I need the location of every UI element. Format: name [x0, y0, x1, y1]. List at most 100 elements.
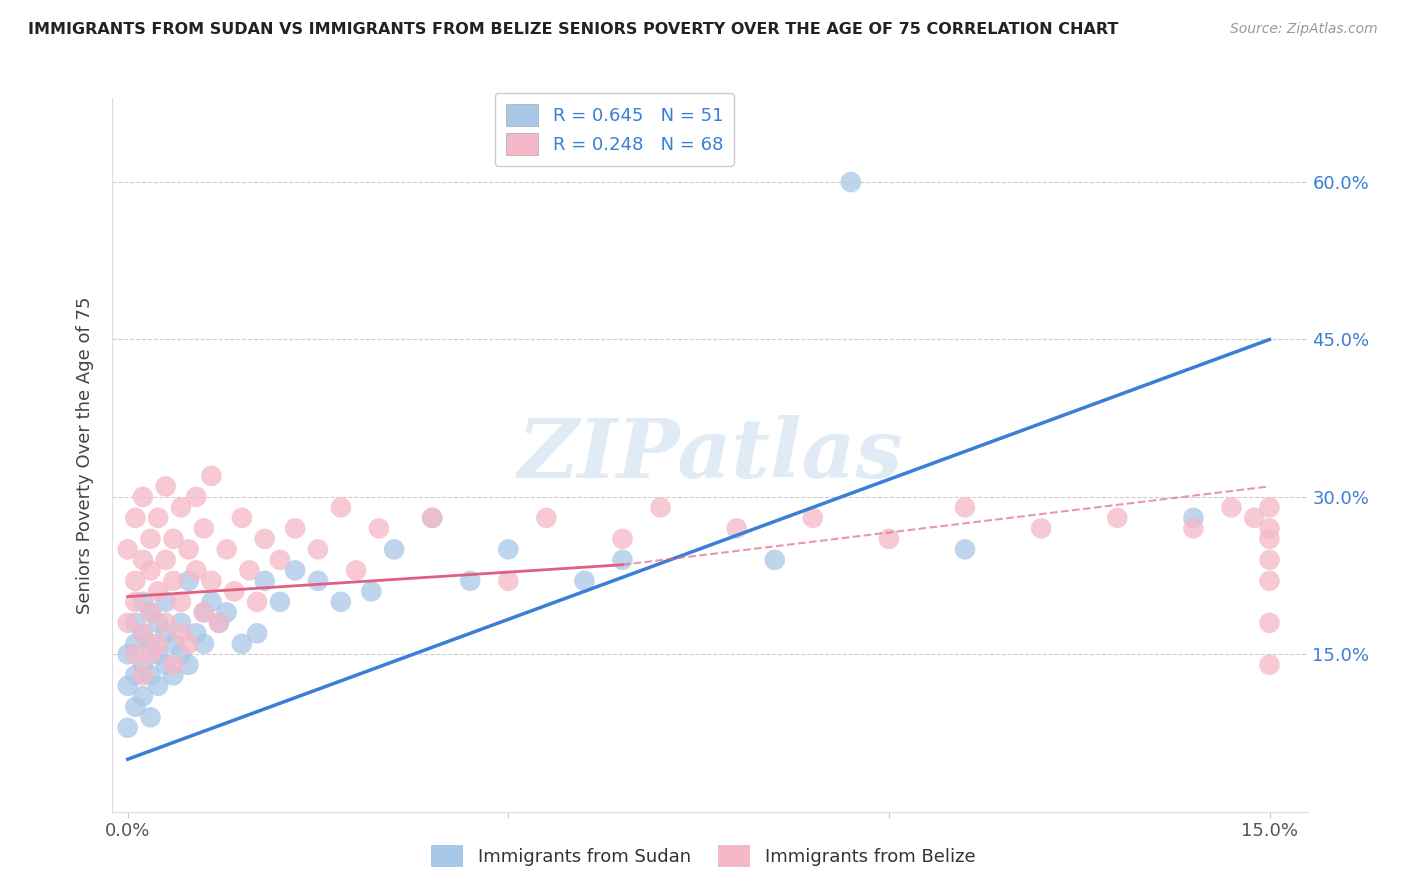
Point — [124, 699, 146, 714]
Point — [1258, 553, 1281, 567]
Point — [193, 605, 215, 619]
Point — [146, 615, 169, 630]
Point — [124, 648, 146, 662]
Point — [650, 500, 672, 515]
Point — [155, 479, 177, 493]
Point — [801, 511, 824, 525]
Point — [1258, 521, 1281, 535]
Point — [1182, 511, 1205, 525]
Point — [139, 605, 162, 619]
Point — [1258, 532, 1281, 546]
Point — [155, 553, 177, 567]
Point — [284, 563, 307, 577]
Point — [208, 615, 231, 630]
Point — [458, 574, 481, 588]
Point — [725, 521, 748, 535]
Y-axis label: Seniors Poverty Over the Age of 75: Seniors Poverty Over the Age of 75 — [76, 296, 94, 614]
Point — [329, 595, 352, 609]
Point — [139, 563, 162, 577]
Point — [238, 563, 260, 577]
Point — [246, 595, 269, 609]
Point — [124, 595, 146, 609]
Point — [170, 500, 193, 515]
Point — [146, 511, 169, 525]
Point — [132, 668, 155, 682]
Point — [574, 574, 596, 588]
Point — [284, 521, 307, 535]
Point — [382, 542, 405, 557]
Point — [269, 553, 291, 567]
Point — [124, 511, 146, 525]
Point — [269, 595, 291, 609]
Point — [124, 574, 146, 588]
Point — [170, 648, 193, 662]
Point — [139, 668, 162, 682]
Point — [132, 626, 155, 640]
Point — [200, 595, 222, 609]
Point — [155, 615, 177, 630]
Point — [329, 500, 352, 515]
Point — [231, 511, 253, 525]
Point — [1107, 511, 1129, 525]
Point — [155, 657, 177, 672]
Point — [139, 710, 162, 724]
Point — [186, 626, 208, 640]
Point — [208, 615, 231, 630]
Point — [193, 521, 215, 535]
Point — [367, 521, 389, 535]
Point — [253, 574, 276, 588]
Point — [1258, 574, 1281, 588]
Point — [186, 563, 208, 577]
Point — [612, 532, 634, 546]
Point — [117, 648, 139, 662]
Point — [162, 574, 184, 588]
Legend: R = 0.645   N = 51, R = 0.248   N = 68: R = 0.645 N = 51, R = 0.248 N = 68 — [495, 93, 734, 166]
Point — [877, 532, 900, 546]
Point — [953, 500, 976, 515]
Point — [253, 532, 276, 546]
Text: ZIPatlas: ZIPatlas — [517, 415, 903, 495]
Point — [117, 542, 139, 557]
Text: Source: ZipAtlas.com: Source: ZipAtlas.com — [1230, 22, 1378, 37]
Point — [132, 490, 155, 504]
Text: IMMIGRANTS FROM SUDAN VS IMMIGRANTS FROM BELIZE SENIORS POVERTY OVER THE AGE OF : IMMIGRANTS FROM SUDAN VS IMMIGRANTS FROM… — [28, 22, 1119, 37]
Point — [155, 595, 177, 609]
Point — [344, 563, 367, 577]
Point — [177, 542, 200, 557]
Point — [132, 690, 155, 704]
Point — [1243, 511, 1265, 525]
Point — [186, 490, 208, 504]
Point — [1031, 521, 1053, 535]
Point — [215, 542, 238, 557]
Point — [224, 584, 246, 599]
Point — [498, 542, 520, 557]
Point — [307, 542, 329, 557]
Legend: Immigrants from Sudan, Immigrants from Belize: Immigrants from Sudan, Immigrants from B… — [423, 838, 983, 874]
Point — [231, 637, 253, 651]
Point — [146, 584, 169, 599]
Point — [124, 668, 146, 682]
Point — [139, 532, 162, 546]
Point — [170, 615, 193, 630]
Point — [420, 511, 443, 525]
Point — [139, 648, 162, 662]
Point — [839, 175, 862, 189]
Point — [124, 615, 146, 630]
Point — [162, 637, 184, 651]
Point — [193, 605, 215, 619]
Point — [170, 595, 193, 609]
Point — [162, 668, 184, 682]
Point — [132, 626, 155, 640]
Point — [1258, 500, 1281, 515]
Point — [200, 469, 222, 483]
Point — [420, 511, 443, 525]
Point — [246, 626, 269, 640]
Point — [200, 574, 222, 588]
Point — [162, 532, 184, 546]
Point — [953, 542, 976, 557]
Point — [124, 637, 146, 651]
Point — [1182, 521, 1205, 535]
Point — [177, 574, 200, 588]
Point — [215, 605, 238, 619]
Point — [763, 553, 786, 567]
